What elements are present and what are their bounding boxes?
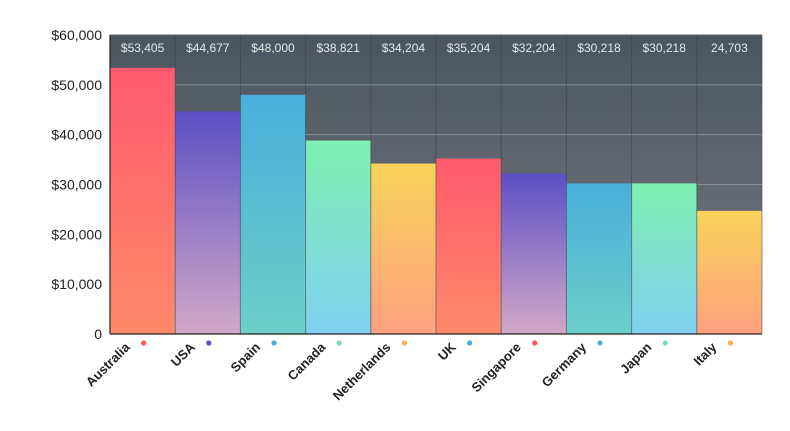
bar-spain[interactable] [240,94,306,334]
series-dot [727,340,734,346]
series-dot [401,340,407,346]
bar-singapore[interactable] [501,173,567,334]
y-tick-label: $10,000 [51,276,102,292]
bar-japan[interactable] [631,183,697,334]
data-label: $32,204 [512,41,556,55]
series-dot [467,340,473,346]
data-label: 24,703 [711,41,748,55]
series-dot [336,340,342,346]
x-tick-label: Australia [83,339,133,389]
x-tick-label: Germany [539,339,590,390]
y-axis: 0 $10,000 $20,000 $30,000 $40,000 $50,000 $60,… [51,27,762,342]
series-dot [532,340,538,346]
y-tick-label: $30,000 [51,177,102,193]
y-tick-label: $40,000 [51,127,102,143]
data-label: $44,677 [186,41,230,55]
data-labels: $53,405 $44,677 $48,000 $38,821 $34,204 $35,2… [121,41,748,55]
series-dot [141,340,147,346]
series-dot [206,340,212,346]
data-label: $35,204 [447,41,491,55]
y-tick-label: $60,000 [51,27,102,43]
data-label: $53,405 [121,41,165,55]
x-tick-label: Japan [617,339,654,376]
series-dot [662,340,668,346]
y-tick-label: $20,000 [51,226,102,242]
bar-netherlands[interactable] [370,163,436,334]
bar-australia[interactable] [110,67,176,334]
bar-italy[interactable] [696,210,762,334]
bar-uk[interactable] [436,158,502,334]
data-label: $48,000 [251,41,295,55]
series-dot [597,340,603,346]
bar-usa[interactable] [175,111,241,334]
data-label: $34,204 [382,41,426,55]
x-tick-label: Canada [285,339,329,383]
series-dot [271,340,277,346]
data-label: $30,218 [577,41,621,55]
y-tick-label: $50,000 [51,77,102,93]
bar-canada[interactable] [305,140,371,334]
x-tick-label: USA [168,339,198,369]
bar-germany[interactable] [566,183,632,334]
x-tick-label: Italy [691,339,721,369]
data-label: $30,218 [643,41,687,55]
x-tick-label: UK [435,339,459,363]
data-label: $38,821 [317,41,361,55]
bar-dividers [110,34,763,334]
bars [110,67,762,334]
x-tick-label: Spain [227,339,263,375]
x-tick-label: Singapore [468,340,524,396]
y-tick-label: 0 [94,326,102,342]
x-axis: Australia USA Spain Canada Netherlands UK Sing… [83,339,734,404]
x-tick-label: Netherlands [330,340,394,404]
